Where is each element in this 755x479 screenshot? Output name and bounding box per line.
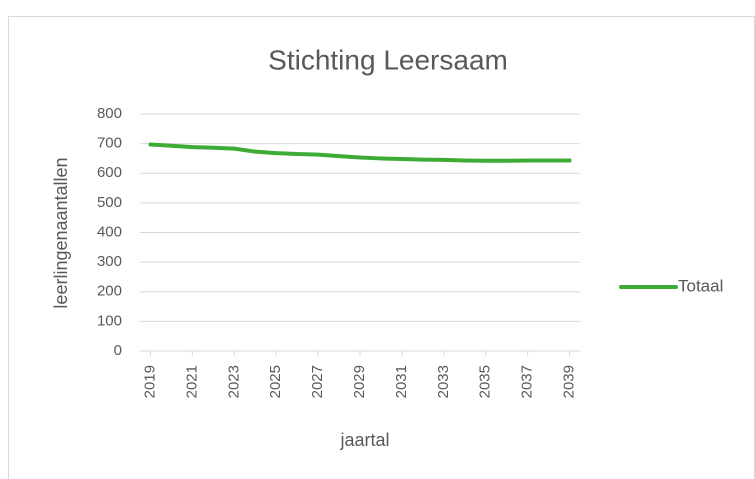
y-tick-label: 200: [97, 283, 122, 300]
y-tick-label: 100: [97, 312, 122, 329]
x-tick-label: 2031: [393, 365, 410, 398]
series-line: [148, 142, 572, 163]
y-tick-label: 800: [97, 105, 122, 122]
x-tick-label: 2033: [435, 365, 452, 398]
x-tick-label: 2021: [183, 365, 200, 398]
chart-frame: [8, 16, 755, 479]
y-axis-label: leerlingenaantallen: [51, 157, 71, 308]
y-tick-label: 400: [97, 223, 122, 240]
y-tick-label: 300: [97, 253, 122, 270]
y-tick-label: 500: [97, 194, 122, 211]
legend-label: Totaal: [678, 276, 723, 295]
x-tick-label: 2027: [309, 365, 326, 398]
x-tick-label: 2029: [351, 365, 368, 398]
y-tick-label: 700: [97, 135, 122, 152]
x-tick-label: 2039: [560, 365, 577, 398]
x-tick-label: 2025: [267, 365, 284, 398]
y-tick-label: 600: [97, 164, 122, 181]
x-tick-label: 2037: [519, 365, 536, 398]
y-tick-label: 0: [114, 342, 122, 359]
chart-title: Stichting Leersaam: [268, 44, 508, 75]
x-axis-label: jaartal: [339, 430, 389, 450]
x-tick-label: 2019: [141, 365, 158, 398]
x-tick-label: 2035: [477, 365, 494, 398]
x-tick-label: 2023: [225, 365, 242, 398]
